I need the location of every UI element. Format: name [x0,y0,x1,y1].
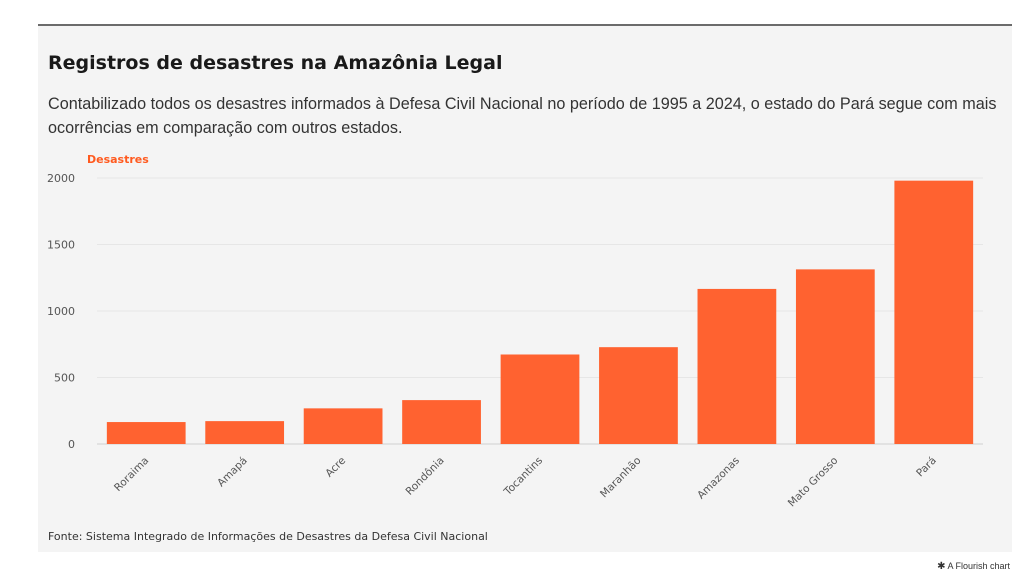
flourish-logo-icon: ✱ [937,561,946,572]
bar [205,421,285,444]
bar [500,354,580,444]
bar [697,288,777,444]
y-axis-label: Desastres [87,153,149,166]
credit-label: A Flourish chart [947,561,1010,571]
x-tick-label: Pará [914,455,939,480]
bar [599,347,678,444]
x-tick-label: Amazonas [695,455,742,502]
top-rule [38,24,1012,26]
y-tick-label: 1500 [47,239,75,252]
bar [795,269,875,444]
flourish-credit[interactable]: ✱ A Flourish chart [937,561,1010,572]
x-tick-label: Roraima [112,455,151,494]
y-tick-label: 500 [54,372,75,385]
bar [894,180,974,444]
chart-title: Registros de desastres na Amazônia Legal [48,52,503,74]
y-tick-label: 1000 [47,305,75,318]
chart-card: Registros de desastres na Amazônia Legal… [38,26,1012,552]
x-tick-label: Rondônia [404,455,447,498]
y-tick-label: 2000 [47,172,75,185]
y-tick-label: 0 [68,438,75,451]
bar-chart: Desastres 0 500 1000 1500 2000 Roraima Amapá Acr… [47,153,983,510]
x-tick-label: Mato Grosso [786,455,841,510]
x-tick-label: Acre [323,455,348,480]
bar [303,408,383,444]
chart-subtitle: Contabilizado todos os desastres informa… [48,95,997,137]
bar [402,400,481,444]
bar [106,422,186,444]
source-note: Fonte: Sistema Integrado de Informações … [48,530,488,543]
x-tick-label: Maranhão [598,455,644,501]
x-tick-label: Tocantins [501,455,545,499]
x-tick-label: Amapá [215,455,250,490]
